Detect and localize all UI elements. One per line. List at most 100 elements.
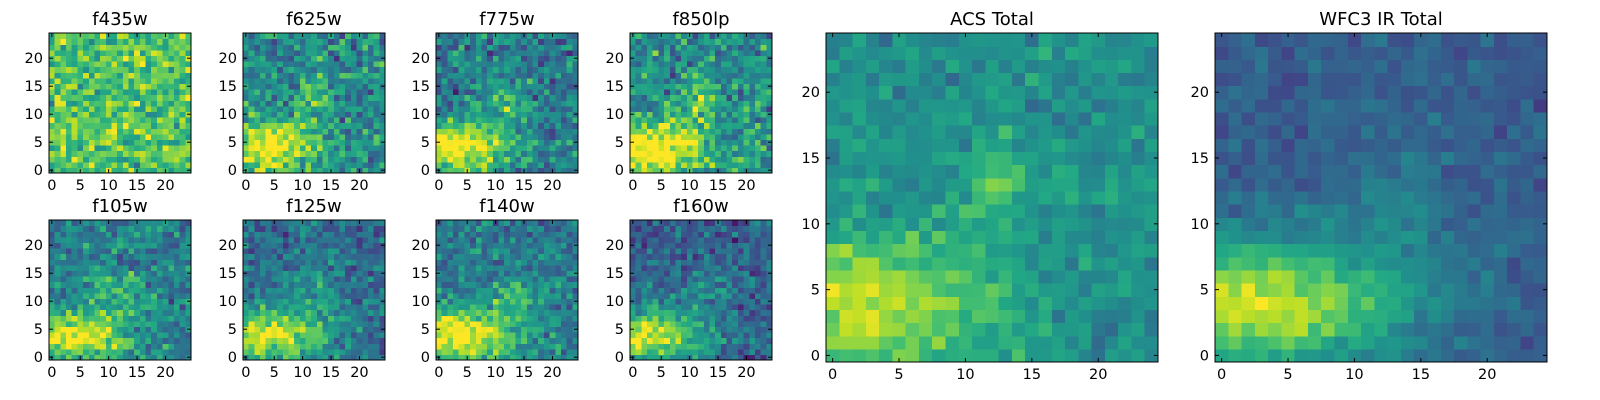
heatmap-cell xyxy=(49,348,56,355)
heatmap-cell xyxy=(498,122,505,129)
heatmap-cell xyxy=(760,167,767,174)
heatmap-cell xyxy=(328,55,335,62)
heatmap-cell xyxy=(105,309,113,316)
heatmap-cell xyxy=(543,298,551,305)
heatmap-cell xyxy=(464,281,471,288)
heatmap-cell xyxy=(647,105,654,112)
heatmap-cell xyxy=(447,94,454,101)
heatmap-cell xyxy=(185,94,192,101)
heatmap-cell xyxy=(538,61,545,68)
heatmap-cell xyxy=(635,122,642,129)
heatmap-cell xyxy=(760,145,767,152)
heatmap-cell xyxy=(299,276,307,283)
heatmap-cell xyxy=(379,309,386,316)
heatmap-cell xyxy=(458,259,465,266)
heatmap-cell xyxy=(549,44,556,51)
heatmap-cell xyxy=(464,343,471,350)
heatmap-cell xyxy=(641,100,648,107)
heatmap-cell xyxy=(652,139,659,146)
heatmap-cell xyxy=(100,94,107,101)
heatmap-cell xyxy=(362,354,369,361)
heatmap-cell xyxy=(481,242,488,249)
heatmap-cell xyxy=(686,337,694,344)
heatmap-cell xyxy=(669,167,677,174)
heatmap-cell xyxy=(509,139,517,146)
heatmap-cell xyxy=(168,145,175,152)
heatmap-cell xyxy=(453,292,460,299)
heatmap-cell xyxy=(156,38,164,45)
heatmap-cell xyxy=(260,105,267,112)
heatmap-cell xyxy=(179,49,186,56)
heatmap-cell xyxy=(760,33,767,40)
heatmap-cell xyxy=(134,276,141,283)
heatmap-cell xyxy=(458,72,465,79)
heatmap-cell xyxy=(470,276,477,283)
heatmap-cell xyxy=(356,309,363,316)
heatmap-cell xyxy=(760,281,767,288)
heatmap-cell xyxy=(715,66,722,73)
heatmap-cell xyxy=(88,83,96,90)
heatmap-cell xyxy=(288,287,295,294)
heatmap-cell xyxy=(128,38,135,45)
heatmap-cell xyxy=(179,122,186,129)
heatmap-cell xyxy=(664,337,671,344)
heatmap-cell xyxy=(681,38,688,45)
heatmap-cell xyxy=(453,270,460,277)
heatmap-cell xyxy=(94,276,101,283)
heatmap-cell xyxy=(111,276,118,283)
heatmap-cell xyxy=(333,253,341,260)
heatmap-cell xyxy=(60,145,67,152)
heatmap-cell xyxy=(94,139,101,146)
heatmap-cell xyxy=(681,337,688,344)
heatmap-cell xyxy=(254,236,261,243)
heatmap-cell xyxy=(139,326,147,333)
heatmap-cell xyxy=(743,145,750,152)
heatmap-cell xyxy=(305,105,312,112)
heatmap-cell xyxy=(100,337,107,344)
heatmap-cell xyxy=(185,320,192,327)
heatmap-cell xyxy=(122,253,130,260)
heatmap-cell xyxy=(299,236,307,243)
heatmap-cell xyxy=(572,156,579,163)
heatmap-cell xyxy=(173,354,181,361)
heatmap-cell xyxy=(664,332,671,339)
heatmap-cell xyxy=(498,332,505,339)
heatmap-cell xyxy=(311,77,318,84)
heatmap-cell xyxy=(766,128,773,135)
heatmap-cell xyxy=(117,332,124,339)
heatmap-cell xyxy=(288,117,295,124)
heatmap-cell xyxy=(66,89,73,96)
heatmap-cell xyxy=(760,326,767,333)
heatmap-cell xyxy=(555,128,562,135)
heatmap-cell xyxy=(635,309,642,316)
heatmap-cell xyxy=(66,332,73,339)
heatmap-cell xyxy=(94,281,101,288)
heatmap-cell xyxy=(664,44,671,51)
heatmap-cell xyxy=(288,33,295,40)
heatmap-cell xyxy=(299,332,307,339)
heatmap-cell xyxy=(447,253,454,260)
heatmap-cell xyxy=(248,304,255,311)
heatmap-cell xyxy=(345,270,352,277)
heatmap-cell xyxy=(151,38,158,45)
heatmap-cell xyxy=(635,292,642,299)
heatmap-cell xyxy=(509,66,517,73)
heatmap-cell xyxy=(492,309,500,316)
heatmap-cell xyxy=(271,100,278,107)
heatmap-cell xyxy=(265,343,272,350)
heatmap-cell xyxy=(737,105,745,112)
heatmap-cell xyxy=(145,167,152,174)
heatmap-cell xyxy=(647,38,654,45)
heatmap-cell xyxy=(481,105,488,112)
heatmap-cell xyxy=(652,133,659,140)
heatmap-cell xyxy=(277,304,284,311)
heatmap-cell xyxy=(698,133,705,140)
heatmap-cell xyxy=(94,298,101,305)
heatmap-cell xyxy=(117,320,124,327)
heatmap-cell xyxy=(173,49,181,56)
heatmap-cell xyxy=(185,281,192,288)
heatmap-cell xyxy=(345,122,352,129)
heatmap-cell xyxy=(560,292,568,299)
heatmap-cell xyxy=(515,156,522,163)
heatmap-cell xyxy=(664,83,671,90)
